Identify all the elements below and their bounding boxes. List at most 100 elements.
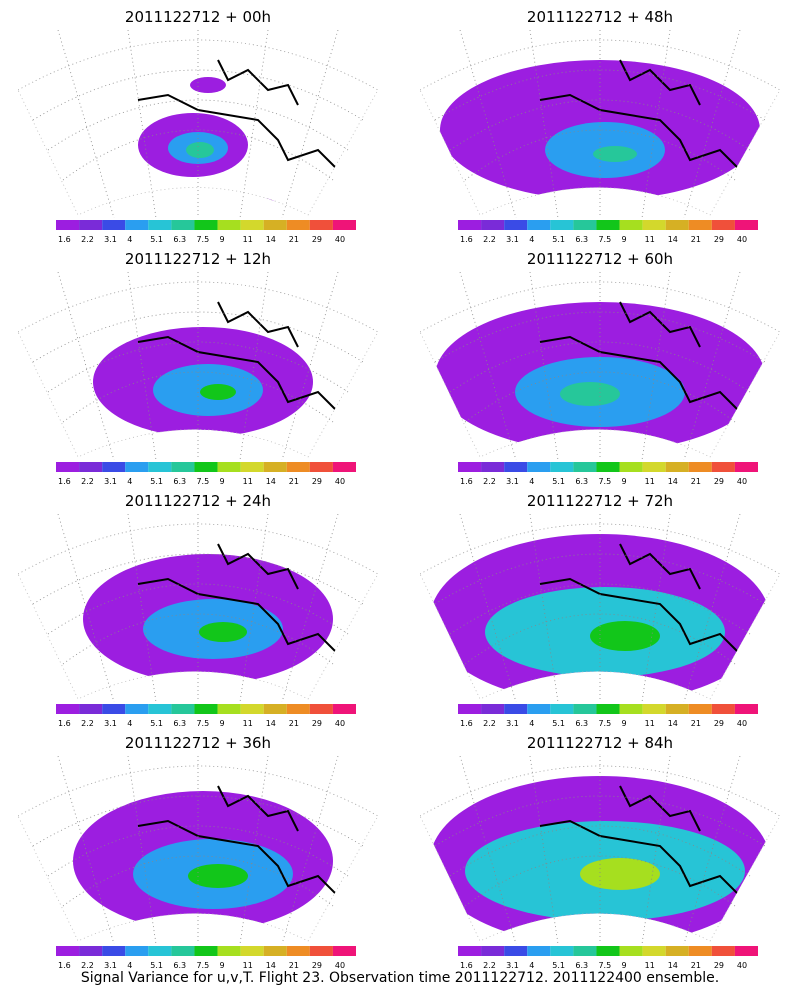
- variance-contour: [186, 142, 214, 158]
- colorbar-label: 1.6: [460, 961, 473, 970]
- colorbar-swatch: [665, 462, 689, 472]
- colorbar-label: 14: [668, 235, 678, 244]
- colorbar-label: 5.1: [150, 235, 163, 244]
- colorbar-swatch: [332, 704, 356, 714]
- map-boundary: [18, 281, 378, 458]
- colorbar: 1.6 2.2 3.1 4 5.1 6.3 7.5 9 11 14 21 29 40: [458, 462, 758, 486]
- colorbar-swatch: [194, 220, 218, 230]
- colorbar-swatch: [596, 946, 620, 956]
- map-boundary: [420, 765, 780, 942]
- colorbar-swatch: [309, 704, 333, 714]
- colorbar-swatch: [286, 462, 310, 472]
- colorbar-label: 2.2: [483, 961, 496, 970]
- map-plot: [420, 272, 780, 460]
- colorbar-swatch: [332, 220, 356, 230]
- colorbar-swatch: [573, 462, 597, 472]
- colorbar-label: 6.3: [173, 235, 186, 244]
- colorbar-swatch: [79, 462, 103, 472]
- colorbar-swatch: [711, 946, 735, 956]
- colorbar-label: 4: [529, 235, 534, 244]
- colorbar-label: 4: [127, 235, 132, 244]
- panel-title: 2011122712 + 48h: [526, 8, 674, 26]
- colorbar-label: 11: [243, 477, 253, 486]
- coastline: [619, 543, 701, 590]
- variance-contour: [200, 384, 236, 400]
- panel-title: 2011122712 + 36h: [124, 734, 272, 752]
- colorbar-label: 3.1: [104, 477, 117, 486]
- colorbar-label: 5.1: [150, 719, 163, 728]
- colorbar: 1.6 2.2 3.1 4 5.1 6.3 7.5 9 11 14 21 29 40: [56, 946, 356, 970]
- colorbar-swatch: [734, 946, 758, 956]
- colorbar-swatch: [504, 946, 528, 956]
- map-plot: [18, 30, 378, 218]
- colorbar-label: 21: [691, 719, 701, 728]
- variance-contour: [593, 146, 637, 162]
- colorbar-label: 29: [714, 235, 724, 244]
- colorbar-swatch: [171, 220, 195, 230]
- colorbar-swatch: [194, 704, 218, 714]
- map-plot: [420, 30, 780, 218]
- coastline: [539, 819, 761, 907]
- variance-field: [430, 534, 770, 699]
- colorbar-swatch: [217, 462, 241, 472]
- colorbar-label: 4: [529, 477, 534, 486]
- colorbar-label: 6.3: [575, 235, 588, 244]
- colorbar-label: 40: [737, 719, 747, 728]
- colorbar-label: 14: [266, 961, 276, 970]
- colorbar: 1.6 2.2 3.1 4 5.1 6.3 7.5 9 11 14 21 29 40: [56, 704, 356, 728]
- colorbar-label: 14: [266, 477, 276, 486]
- variance-contour: [190, 77, 226, 93]
- colorbar-swatch: [550, 220, 574, 230]
- map-plot: [420, 514, 780, 702]
- coastline: [539, 93, 761, 181]
- colorbar: 1.6 2.2 3.1 4 5.1 6.3 7.5 9 11 14 21 29 40: [458, 220, 758, 244]
- colorbar-swatch: [481, 946, 505, 956]
- coastline: [539, 335, 761, 423]
- colorbar-swatch: [217, 946, 241, 956]
- variance-contour: [163, 675, 263, 699]
- map-panel: 2011122712 + 12h 1.6 2.2 3.1 4 5.1 6.3 7.5 9 11 14…: [18, 248, 378, 486]
- map-boundary: [420, 39, 780, 216]
- colorbar-swatch: [263, 462, 287, 472]
- colorbar-swatch: [56, 220, 80, 230]
- map-panel: 2011122712 + 00h 1.6 2.2 3.1 4 5.1 6.3 7.5 9 11 14…: [18, 6, 378, 244]
- colorbar-label: 1.6: [58, 719, 71, 728]
- colorbar-label: 2.2: [483, 235, 496, 244]
- colorbar-swatch: [573, 946, 597, 956]
- colorbar-label: 3.1: [104, 961, 117, 970]
- colorbar-swatch: [171, 462, 195, 472]
- colorbar-swatch: [171, 946, 195, 956]
- colorbar-label: 11: [243, 961, 253, 970]
- colorbar-label: 3.1: [104, 235, 117, 244]
- colorbar-label: 6.3: [575, 961, 588, 970]
- variance-contour: [550, 431, 650, 457]
- variance-contour: [158, 428, 248, 456]
- colorbar-swatch: [688, 462, 712, 472]
- variance-contour: [580, 858, 660, 890]
- variance-field: [83, 543, 359, 699]
- colorbar-swatch: [550, 704, 574, 714]
- colorbar: 1.6 2.2 3.1 4 5.1 6.3 7.5 9 11 14 21 29 40: [56, 220, 356, 244]
- variance-contour: [199, 622, 247, 642]
- colorbar-swatch: [56, 462, 80, 472]
- colorbar-swatch: [148, 462, 172, 472]
- colorbar-swatch: [711, 462, 735, 472]
- variance-contour: [188, 864, 248, 888]
- colorbar-label: 29: [312, 235, 322, 244]
- colorbar-swatch: [734, 220, 758, 230]
- colorbar-swatch: [458, 220, 482, 230]
- coastline: [619, 301, 701, 348]
- panel-title: 2011122712 + 60h: [526, 250, 674, 268]
- panel-title: 2011122712 + 24h: [124, 492, 272, 510]
- map-boundary: [18, 39, 378, 216]
- colorbar-swatch: [642, 462, 666, 472]
- colorbar-label: 4: [529, 719, 534, 728]
- map-panel: 2011122712 + 72h 1.6 2.2 3.1 4 5.1 6.3 7.5 9 11 14…: [420, 490, 780, 728]
- colorbar-swatch: [102, 946, 126, 956]
- colorbar-label: 7.5: [196, 961, 209, 970]
- colorbar-swatch: [504, 462, 528, 472]
- colorbar-label: 9: [622, 235, 627, 244]
- panel-title: 2011122712 + 72h: [526, 492, 674, 510]
- colorbar-label: 5.1: [552, 235, 565, 244]
- panel-title: 2011122712 + 84h: [526, 734, 674, 752]
